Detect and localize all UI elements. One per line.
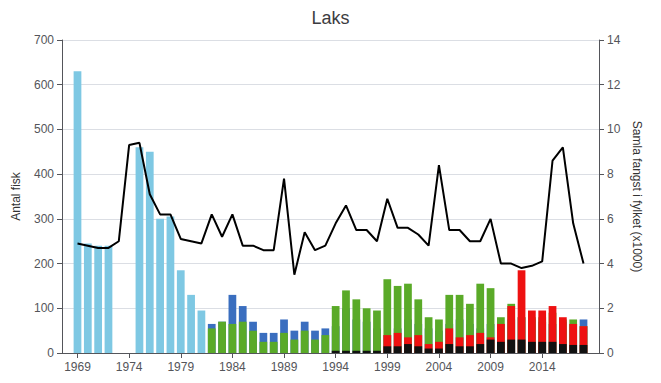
svg-text:600: 600 [34,78,54,92]
svg-text:4: 4 [607,257,614,271]
svg-text:1989: 1989 [271,360,298,374]
svg-text:1974: 1974 [116,360,143,374]
svg-text:200: 200 [34,257,54,271]
svg-text:Samla fangst i fylket (x1000): Samla fangst i fylket (x1000) [630,121,644,272]
svg-text:6: 6 [607,212,614,226]
svg-text:0: 0 [47,346,54,360]
svg-text:500: 500 [34,122,54,136]
svg-text:400: 400 [34,167,54,181]
svg-text:1979: 1979 [167,360,194,374]
svg-text:10: 10 [607,122,621,136]
svg-text:12: 12 [607,78,621,92]
svg-text:2009: 2009 [477,360,504,374]
svg-text:Antal fisk: Antal fisk [9,171,23,221]
svg-text:0: 0 [607,346,614,360]
svg-text:8: 8 [607,167,614,181]
svg-text:1994: 1994 [322,360,349,374]
svg-text:100: 100 [34,301,54,315]
svg-text:2014: 2014 [529,360,556,374]
svg-text:1969: 1969 [64,360,91,374]
svg-text:2: 2 [607,301,614,315]
svg-text:700: 700 [34,33,54,47]
svg-text:1999: 1999 [374,360,401,374]
svg-text:1984: 1984 [219,360,246,374]
svg-text:14: 14 [607,33,621,47]
svg-text:300: 300 [34,212,54,226]
svg-text:Laks: Laks [311,8,349,28]
svg-text:2004: 2004 [426,360,453,374]
